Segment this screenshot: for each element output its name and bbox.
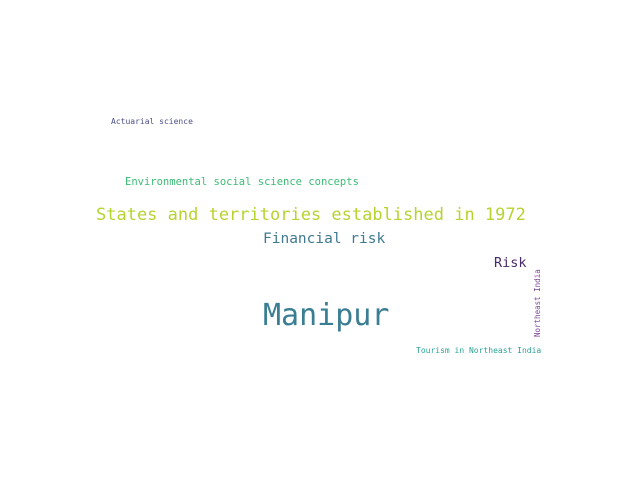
- word-manipur: Manipur: [263, 298, 390, 333]
- word-actuarial-science: Actuarial science: [111, 117, 193, 126]
- word-environmental-social-science-concepts: Environmental social science concepts: [125, 176, 359, 188]
- word-states-and-territories-established-in-1972: States and territories established in 19…: [96, 205, 526, 225]
- word-tourism-in-northeast-india: Tourism in Northeast India: [416, 346, 542, 355]
- word-northeast-india: Northeast India: [533, 269, 542, 337]
- word-financial-risk: Financial risk: [263, 231, 386, 247]
- word-risk: Risk: [494, 255, 527, 271]
